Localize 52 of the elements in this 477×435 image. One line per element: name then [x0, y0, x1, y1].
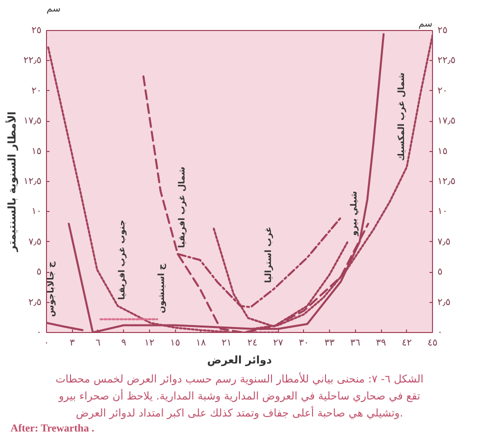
x-tick-label: ٢٤ — [247, 338, 258, 348]
y-tick-label: ٥ — [36, 266, 42, 278]
x-tick-label: ٤٥ — [427, 338, 438, 348]
x-tick-label: ٤٢ — [402, 338, 412, 348]
x-tick-label: ٣٦ — [350, 338, 360, 348]
y2-tick-label: ٥ — [438, 266, 443, 278]
y2-tick-label: ١٥ — [438, 146, 448, 157]
x-tick-label: ٠ — [44, 338, 50, 348]
y2-tick-label: ٢٠ — [438, 85, 448, 96]
y-tick-label: ٧٫٥ — [28, 236, 42, 248]
x-tick-label: ١٨ — [196, 338, 206, 348]
x-tick-label: ١٥ — [170, 338, 180, 348]
annotation: شيلي بيرو — [350, 190, 360, 237]
y2-tick-label: ١٧٫٥ — [438, 116, 456, 127]
y2-tick-label: ١٠ — [438, 206, 448, 218]
y-tick-label: ١٠ — [31, 206, 42, 218]
x-tick-label: ٢٧ — [273, 338, 284, 348]
text: After: Trewartha . — [10, 424, 95, 434]
y-tick-label: ١٧٫٥ — [23, 116, 42, 127]
y2-tick-label: ١٢٫٥ — [438, 176, 456, 187]
y-tick-label: ٢٥ — [31, 25, 42, 36]
annotation: ج اسينشون — [157, 263, 168, 314]
text: سم — [46, 4, 61, 14]
x-tick-label: ٣٩ — [376, 338, 386, 348]
x-tick-label: ٣٠ — [298, 338, 309, 348]
y2-tick-label: ٠ — [438, 327, 443, 338]
annotation: جنوب غرب افريقيا — [118, 220, 128, 300]
y-tick-label: ١٢٫٥ — [23, 176, 42, 187]
y-tick-label: ٠ — [36, 327, 42, 338]
y2-axis-title: سم — [418, 18, 433, 30]
annotation: شمال غرب افريقيا — [178, 166, 188, 248]
y2-tick-label: ٢٫٥ — [438, 296, 451, 308]
x-tick-label: ٣ — [70, 338, 75, 348]
y2-tick-label: ٧٫٥ — [438, 236, 451, 248]
x-tick-label: ٢١ — [222, 338, 232, 348]
y2-tick-label: ٢٥ — [438, 25, 448, 36]
y-axis-title: الأمطار السنوية بالسنتيمتر — [4, 111, 18, 253]
x-tick-label: ٣٣ — [324, 338, 335, 348]
x-tick-label: ٦ — [95, 338, 100, 348]
x-tick-label: ١٢ — [144, 338, 154, 348]
y-tick-label: ١٥ — [31, 146, 42, 157]
annotation: غرب استراليا — [264, 226, 274, 284]
y-tick-label: ٢٢٫٥ — [23, 55, 42, 66]
x-axis-title: دوائر العرض — [207, 354, 272, 366]
annotation: ج جالاباجوس — [46, 260, 56, 317]
text: الشكل ٦- ٧: منحنى بياني للأمطار السنوية رسم حسب دوائر العرض لخمس محطات — [56, 372, 424, 386]
y-tick-label: ٢٠ — [31, 85, 42, 96]
annotation: شمال غرب المكسيك — [396, 72, 407, 162]
y2-tick-label: ٢٢٫٥ — [438, 55, 456, 66]
x-tick-label: ٩ — [121, 338, 126, 348]
text: تقع في صحاري ساحلية في العروض المدارية وشبة المدارية. يلاحظ أن صحراء بيرو وتشيلي هي صاحبة أعلى جفاف وتمتد كذلك على اكبر امتداد لدوائر العرض. — [58, 388, 420, 420]
y-tick-label: ٢٫٥ — [28, 296, 42, 308]
